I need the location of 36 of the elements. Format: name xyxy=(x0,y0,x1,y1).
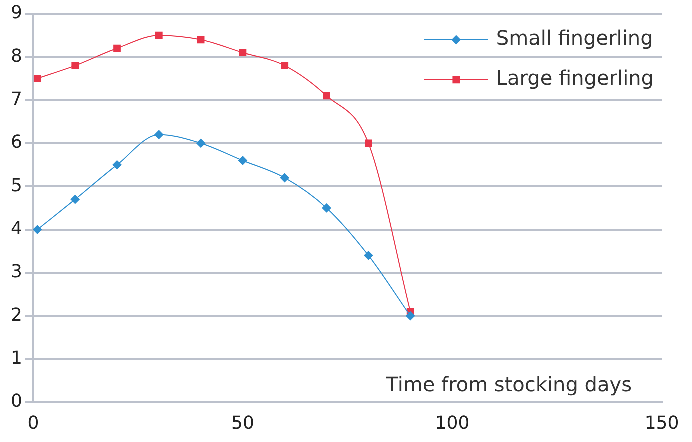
point xyxy=(154,130,164,140)
y-tick-label: 5 xyxy=(11,175,22,196)
point xyxy=(281,62,289,70)
point xyxy=(364,140,372,148)
point xyxy=(364,251,374,260)
point xyxy=(280,173,290,182)
y-tick-label: 1 xyxy=(11,348,22,369)
y-tick-label: 2 xyxy=(11,304,22,326)
y-tick-label: 3 xyxy=(11,262,22,283)
point xyxy=(322,204,332,213)
x-tick-label: 50 xyxy=(232,412,254,434)
y-tick-label: 8 xyxy=(11,46,22,67)
point xyxy=(238,156,248,166)
x-tick-label: 100 xyxy=(435,412,470,434)
y-tick-label: 6 xyxy=(11,132,22,154)
legend-label: Small fingerling xyxy=(496,26,654,50)
x-tick-label: 0 xyxy=(28,412,40,434)
point xyxy=(112,160,122,170)
point xyxy=(197,36,205,44)
x-axis-title: Time from stocking days xyxy=(385,372,632,397)
point xyxy=(72,62,80,70)
y-tick-label: 4 xyxy=(11,218,22,240)
point xyxy=(196,138,206,148)
y-tick-label: 7 xyxy=(11,88,22,110)
point xyxy=(114,44,121,52)
y-tick-label: 9 xyxy=(11,2,22,24)
point xyxy=(33,225,42,234)
point xyxy=(70,195,80,204)
point xyxy=(406,312,416,321)
x-tick-label: 150 xyxy=(644,412,680,434)
y-tick-label: 0 xyxy=(11,391,22,412)
point xyxy=(155,32,163,40)
point xyxy=(34,75,42,82)
point xyxy=(239,49,247,57)
legend-label: Large fingerling xyxy=(496,66,654,90)
point xyxy=(323,92,330,100)
